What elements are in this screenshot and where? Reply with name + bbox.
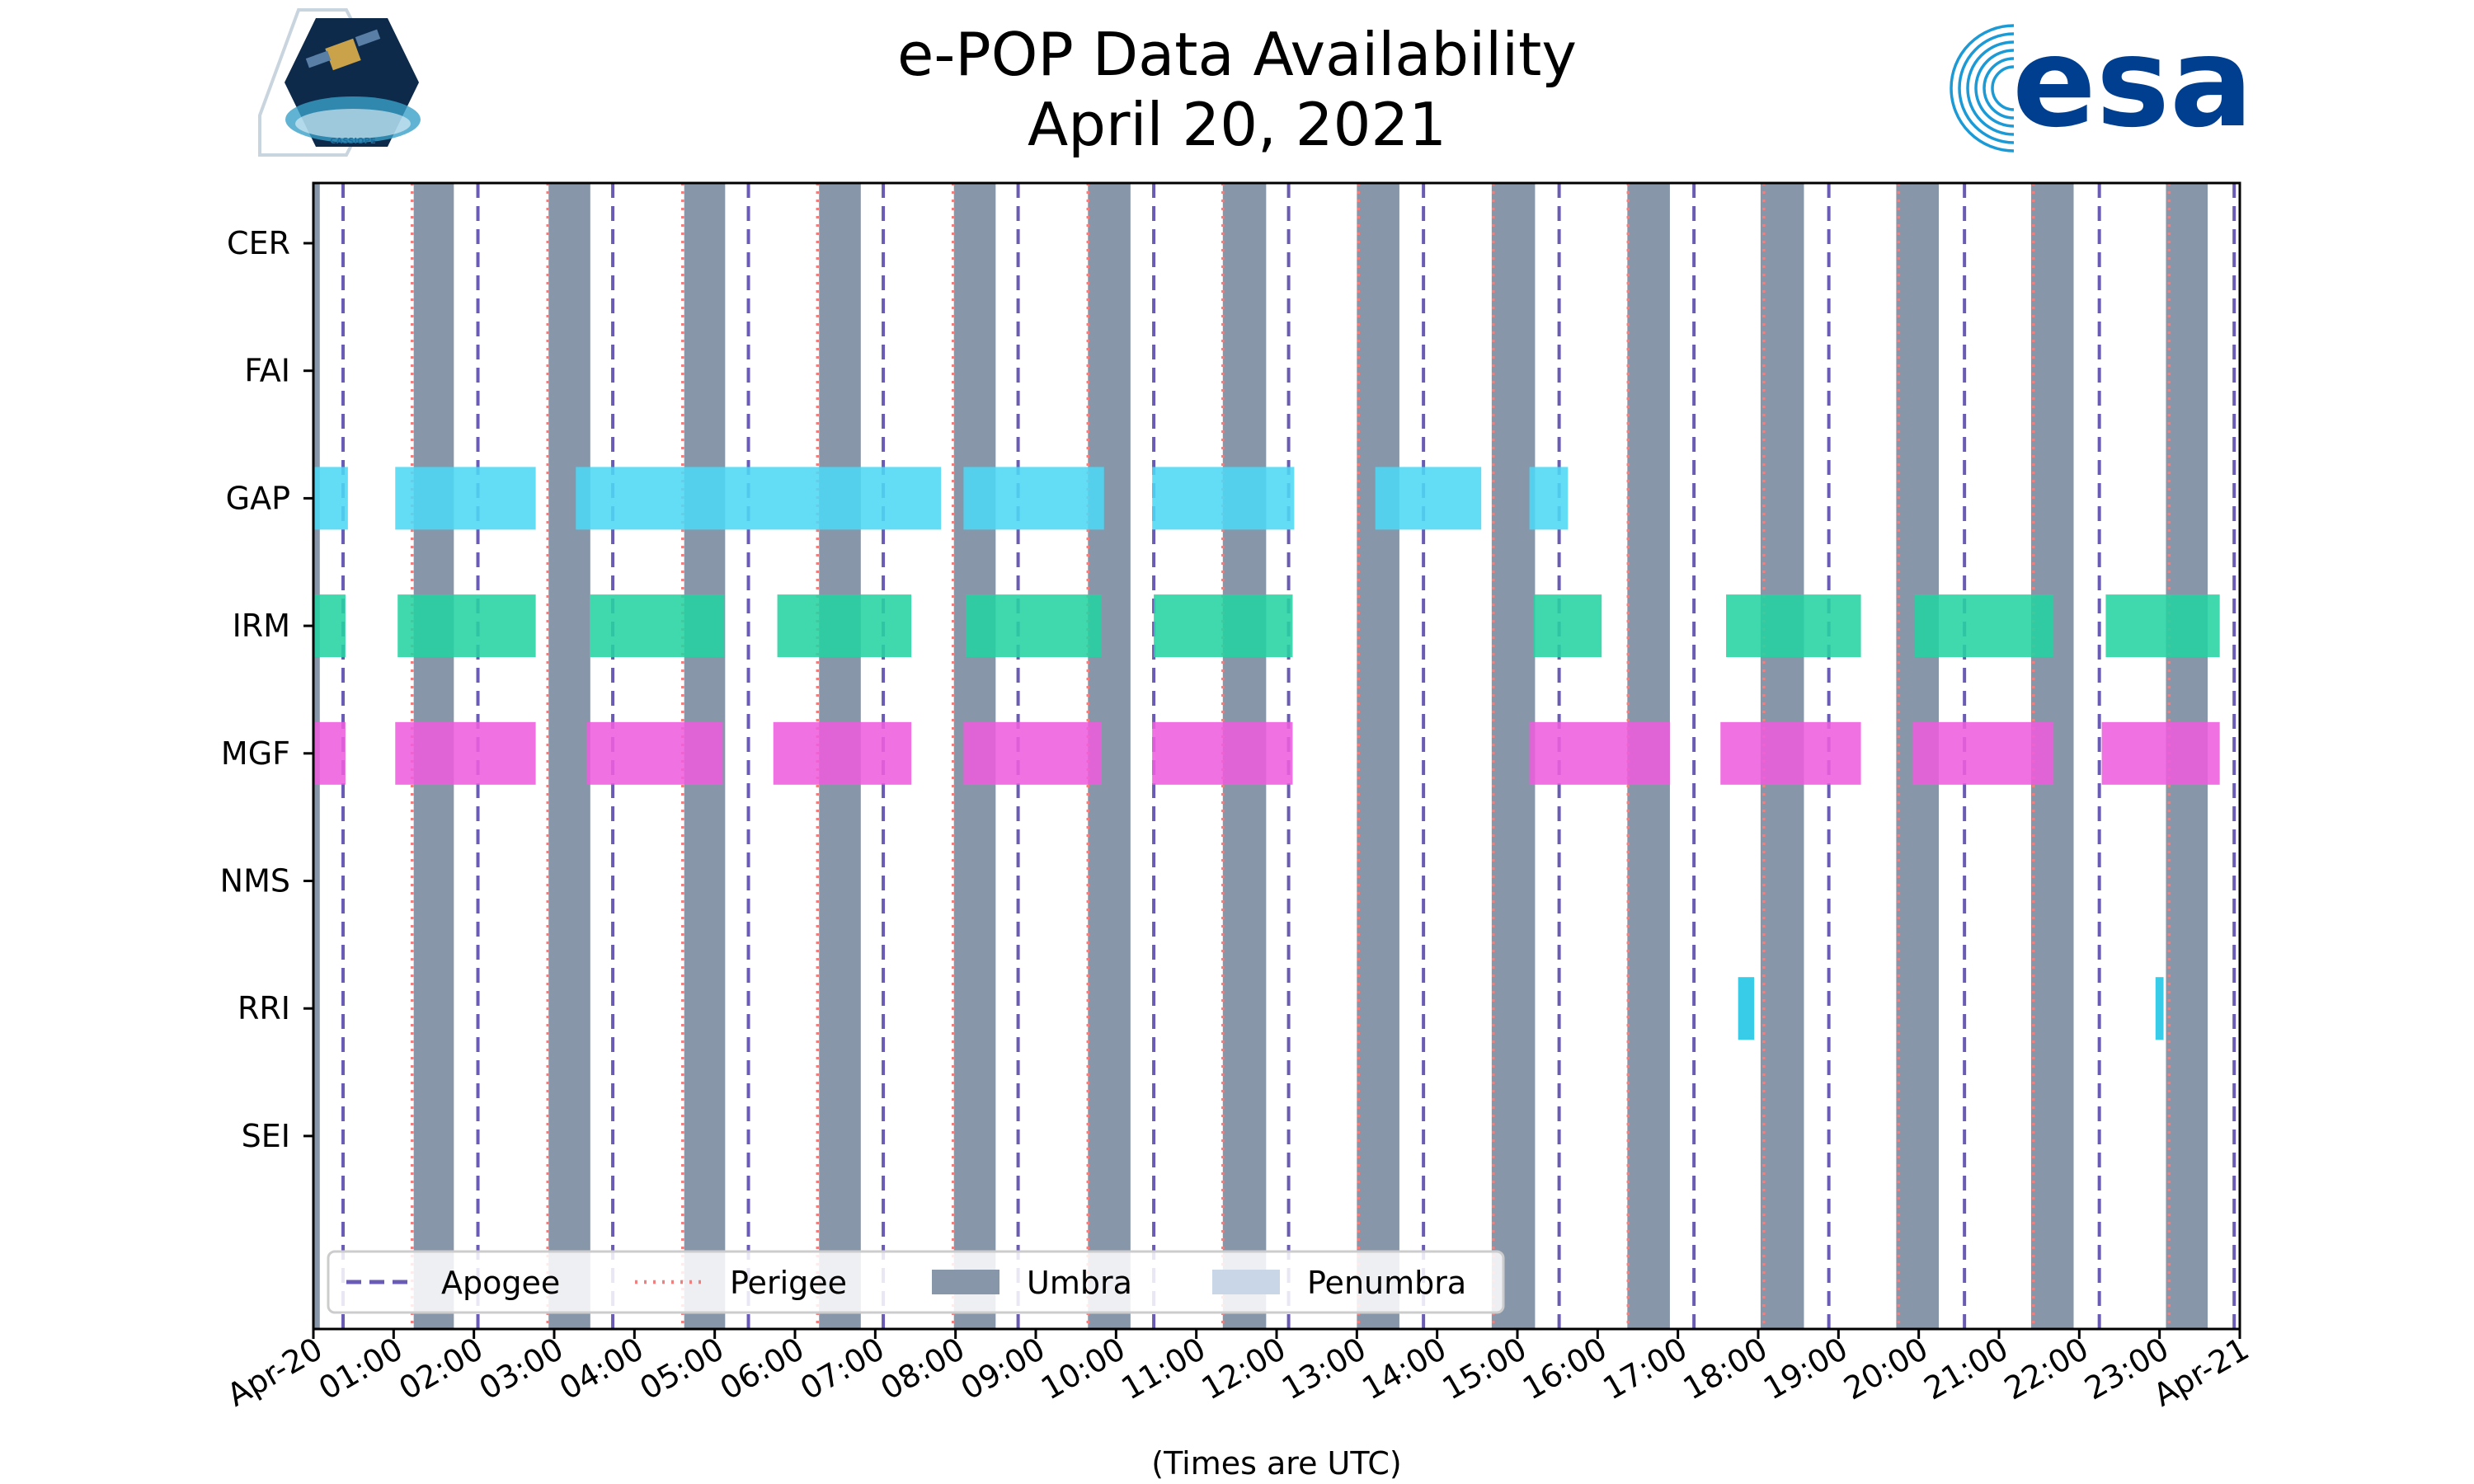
x-tick-label: 01:00 — [313, 1331, 409, 1407]
availability-bar-irm — [1533, 594, 1602, 658]
availability-bar-mgf — [963, 721, 1102, 785]
legend-box — [327, 1250, 1505, 1314]
x-tick-label: 16:00 — [1517, 1331, 1613, 1407]
umbra-band — [1357, 183, 1399, 1329]
x-tick-label: 15:00 — [1437, 1331, 1533, 1407]
availability-bar-irm — [777, 594, 912, 658]
esa-logo-text: esa — [2012, 12, 2253, 155]
availability-bar-mgf — [1720, 721, 1861, 785]
availability-bar-mgf — [1912, 721, 2054, 785]
legend-umbra-swatch — [932, 1270, 999, 1294]
legend-penumbra-swatch — [1212, 1270, 1280, 1294]
availability-bar-mgf — [773, 721, 912, 785]
availability-bar-gap — [963, 467, 1104, 530]
legend-label-umbra: Umbra — [1027, 1265, 1132, 1301]
x-tick-label: 06:00 — [714, 1331, 811, 1407]
availability-bar-irm — [590, 594, 725, 658]
umbra-band — [1491, 183, 1536, 1329]
availability-bar-rri — [2155, 977, 2164, 1040]
x-tick-label: 02:00 — [393, 1331, 489, 1407]
y-tick-label-nms: NMS — [220, 863, 290, 899]
cassiope-logo: CASSIOPE — [258, 8, 421, 157]
availability-bar-gap — [1152, 467, 1295, 530]
availability-bar-rri — [1738, 977, 1755, 1040]
availability-bar-mgf — [1529, 721, 1670, 785]
cassiope-logo-text: CASSIOPE — [330, 137, 376, 146]
x-tick-label: 18:00 — [1677, 1331, 1774, 1407]
availability-bar-mgf — [395, 721, 536, 785]
legend-label-apogee: Apogee — [441, 1265, 560, 1301]
availability-bar-irm — [1154, 594, 1293, 658]
x-tick-label: 19:00 — [1757, 1331, 1854, 1407]
availability-bar-gap — [1529, 467, 1569, 530]
y-tick-label-rri: RRI — [238, 990, 290, 1026]
availability-bar-gap — [1375, 467, 1482, 530]
chart-title-line1: e-POP Data Availability — [897, 20, 1577, 89]
availability-bar-mgf — [586, 721, 723, 785]
x-tick-label: 14:00 — [1356, 1331, 1452, 1407]
y-tick-label-irm: IRM — [233, 608, 290, 644]
legend-label-penumbra: Penumbra — [1307, 1265, 1466, 1301]
x-tick-label: 22:00 — [1998, 1331, 2095, 1407]
y-tick-label-sei: SEI — [242, 1118, 290, 1154]
x-axis-label: (Times are UTC) — [1151, 1445, 1401, 1482]
y-tick-label-mgf: MGF — [221, 735, 290, 772]
availability-bar-mgf — [2101, 721, 2220, 785]
umbra-band — [548, 183, 590, 1329]
availability-bar-irm — [1726, 594, 1861, 658]
y-tick-label-fai: FAI — [244, 353, 290, 389]
y-tick-label-gap: GAP — [226, 480, 290, 516]
x-tick-label: 17:00 — [1597, 1331, 1693, 1407]
availability-bar-irm — [2105, 594, 2220, 658]
availability-bar-gap — [576, 467, 942, 530]
availability-bar-mgf — [1152, 721, 1293, 785]
plot-area: CER FAI GAP IRM MGF NMS RRI SEI Apr-2001:0002:00… — [220, 181, 2255, 1482]
x-tick-label: 12:00 — [1196, 1331, 1292, 1407]
x-tick-label: 03:00 — [473, 1331, 570, 1407]
x-tick-label: Apr-20 — [221, 1331, 329, 1414]
availability-bar-mgf — [313, 721, 346, 785]
availability-bar-gap — [395, 467, 536, 530]
x-tick-label: 09:00 — [955, 1331, 1051, 1407]
availability-bar-gap — [313, 467, 348, 530]
x-tick-label: 05:00 — [633, 1331, 730, 1407]
x-tick-label: 20:00 — [1837, 1331, 1934, 1407]
x-tick-label: 13:00 — [1276, 1331, 1372, 1407]
x-tick-label: 10:00 — [1035, 1331, 1131, 1407]
x-tick-label: 21:00 — [1918, 1331, 2015, 1407]
chart-title-line2: April 20, 2021 — [1027, 90, 1447, 159]
legend-label-perigee: Perigee — [730, 1265, 847, 1301]
x-tick-label: 11:00 — [1115, 1331, 1211, 1407]
availability-bar-irm — [966, 594, 1102, 658]
x-tick-label: 04:00 — [553, 1331, 650, 1407]
availability-bar-irm — [397, 594, 536, 658]
esa-logo: esa — [1950, 12, 2253, 155]
x-tick-label: 07:00 — [794, 1331, 891, 1407]
x-tick-label: 08:00 — [874, 1331, 971, 1407]
y-tick-label-cer: CER — [227, 225, 290, 261]
availability-bar-irm — [1914, 594, 2054, 658]
availability-bar-irm — [313, 594, 346, 658]
